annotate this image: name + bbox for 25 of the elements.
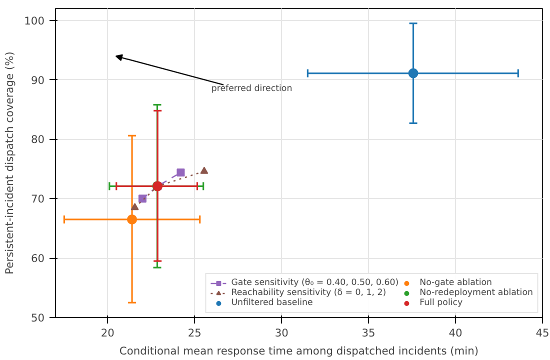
annotation: preferred direction: [211, 84, 292, 94]
y-tick-label: 80: [30, 133, 45, 146]
point: [408, 68, 418, 78]
legend-label: No-gate ablation: [420, 278, 492, 288]
legend-label: No-redeployment ablation: [420, 288, 533, 298]
x-axis-title: Conditional mean response time among dispatched incidents (min): [119, 344, 479, 358]
y-tick-label: 50: [30, 312, 45, 324]
y-tick-label: 60: [30, 252, 45, 266]
point: [127, 214, 138, 224]
legend-label: Unfiltered baseline: [231, 298, 313, 308]
legend-label: Full policy: [420, 298, 463, 308]
y-tick-label: 100: [24, 14, 45, 28]
y-axis-title: Persistent-incident dispatch coverage (%): [3, 52, 16, 274]
x-tick-label: 35: [362, 326, 376, 340]
x-tick-label: 20: [100, 326, 115, 340]
x-tick-label: 40: [448, 326, 463, 340]
point: [176, 168, 185, 177]
legend-label: Reachability sensitivity (δ = 0, 1, 2): [231, 288, 386, 298]
x-tick-label: 30: [274, 326, 289, 340]
point: [138, 194, 146, 203]
x-tick-label: 25: [188, 326, 202, 340]
x-tick-label: 45: [536, 326, 550, 340]
legend-label: Gate sensitivity (θ₀ = 0.40, 0.50, 0.60): [231, 278, 399, 288]
y-tick-label: 70: [30, 192, 45, 206]
y-tick-label: 90: [30, 74, 45, 87]
